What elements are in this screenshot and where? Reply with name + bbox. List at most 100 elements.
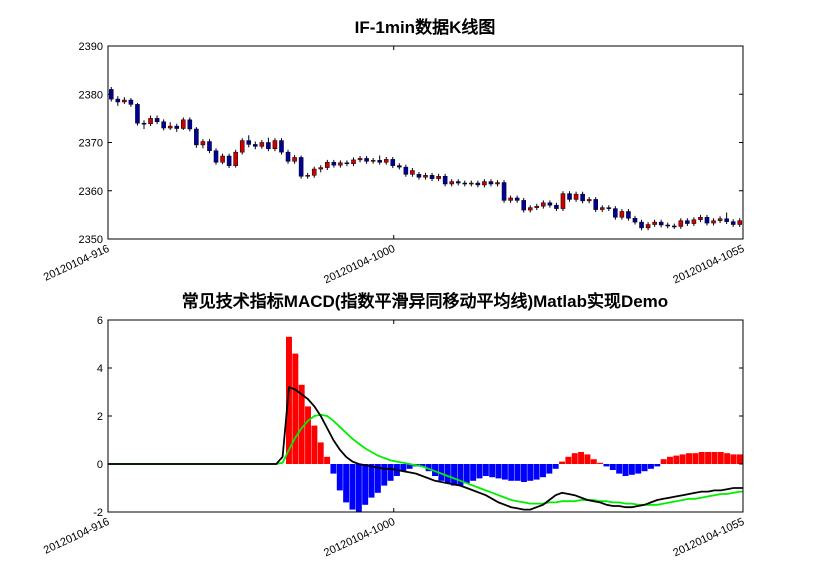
macd-bar	[540, 464, 546, 478]
candle-body	[685, 220, 690, 224]
candle-body	[397, 165, 402, 168]
macd-bar	[476, 464, 483, 479]
macd-bar	[438, 464, 445, 481]
macd-bar	[514, 464, 521, 481]
macd-bar	[336, 464, 343, 491]
candle-body	[514, 197, 520, 201]
macd-bar	[698, 452, 705, 464]
macd-bar	[470, 464, 477, 481]
kline-y-axis: 2350 2360 2370 2380 2390	[79, 41, 743, 246]
kline-ytick-label: 2360	[79, 186, 103, 198]
candle-body	[508, 197, 513, 201]
macd-bar	[463, 464, 470, 484]
candle-body	[711, 220, 716, 224]
macd-bar	[647, 464, 654, 469]
candle-body	[266, 142, 271, 150]
candle-body	[357, 158, 363, 161]
candle-body	[724, 218, 729, 222]
kline-title: IF-1min数据K线图	[355, 17, 496, 37]
candle-body	[658, 221, 664, 226]
macd-bar	[374, 464, 381, 493]
candle-body	[671, 225, 677, 228]
candle-body	[541, 202, 546, 207]
candle-body	[449, 181, 454, 185]
candle-body	[527, 207, 533, 211]
candle-body	[377, 160, 382, 163]
dif-line	[108, 385, 743, 511]
macd-bar	[705, 452, 712, 464]
macd-bar	[330, 464, 337, 474]
macd-lines	[108, 385, 743, 511]
macd-bar	[597, 462, 604, 464]
macd-bar	[355, 464, 362, 512]
macd-bar	[622, 464, 629, 476]
candle-body	[220, 155, 225, 163]
candle-body	[370, 160, 376, 162]
candle-body	[246, 140, 252, 145]
macd-bar	[362, 464, 369, 505]
candle-body	[573, 193, 579, 200]
macd-bar	[508, 464, 515, 481]
candle-body	[122, 99, 127, 103]
macd-bar	[590, 459, 597, 464]
candle-body	[259, 142, 265, 147]
macd-ytick-label: 2	[97, 411, 103, 423]
macd-bar	[298, 384, 305, 464]
candle-body	[344, 162, 350, 165]
macd-bar	[724, 453, 731, 464]
candle-body	[698, 217, 703, 220]
macd-bar	[527, 464, 534, 481]
candle-body	[469, 182, 474, 185]
candle-body	[279, 140, 284, 153]
macd-bar	[406, 464, 413, 469]
macd-ytick-label: 4	[97, 363, 103, 375]
macd-ytick-label: -2	[93, 507, 103, 519]
candle-body	[678, 220, 684, 227]
candle-body	[167, 125, 173, 129]
candle-body	[462, 182, 468, 185]
macd-bar	[349, 464, 356, 510]
candle-body	[154, 118, 160, 123]
kline-ytick-label: 2390	[79, 41, 103, 53]
macd-bar	[451, 464, 458, 486]
macd-bar	[324, 456, 331, 464]
macd-bar	[546, 464, 553, 474]
candle-body	[410, 170, 415, 175]
macd-bar	[686, 453, 692, 464]
candle-body	[233, 151, 238, 166]
macd-bar	[387, 464, 394, 481]
macd-bar	[552, 464, 559, 469]
macd-bar	[305, 406, 311, 464]
macd-bar	[533, 464, 540, 480]
kline-candles	[108, 87, 743, 231]
candle-body	[239, 140, 245, 153]
macd-ytick-label: 0	[97, 459, 103, 471]
candle-body	[141, 122, 147, 125]
macd-bar	[482, 464, 489, 476]
candle-body	[200, 141, 206, 146]
candle-body	[181, 119, 186, 129]
candle-body	[311, 168, 317, 176]
candle-body	[115, 98, 121, 103]
candle-body	[495, 182, 500, 185]
macd-bar	[717, 452, 724, 464]
candle-body	[626, 211, 631, 219]
macd-bar	[679, 454, 686, 464]
candle-body	[632, 218, 638, 223]
candle-body	[436, 176, 441, 179]
macd-bar	[343, 464, 350, 503]
macd-bar	[667, 456, 673, 464]
candle-body	[547, 202, 553, 206]
macd-bar	[432, 464, 438, 476]
candle-body	[285, 151, 291, 162]
candle-body	[593, 199, 598, 210]
candle-body	[482, 181, 487, 186]
candle-body	[580, 193, 585, 202]
candle-body	[704, 217, 710, 224]
candle-body	[645, 224, 651, 229]
candle-body	[213, 150, 219, 163]
macd-bar	[425, 464, 432, 472]
macd-ytick-label: 6	[97, 315, 103, 327]
